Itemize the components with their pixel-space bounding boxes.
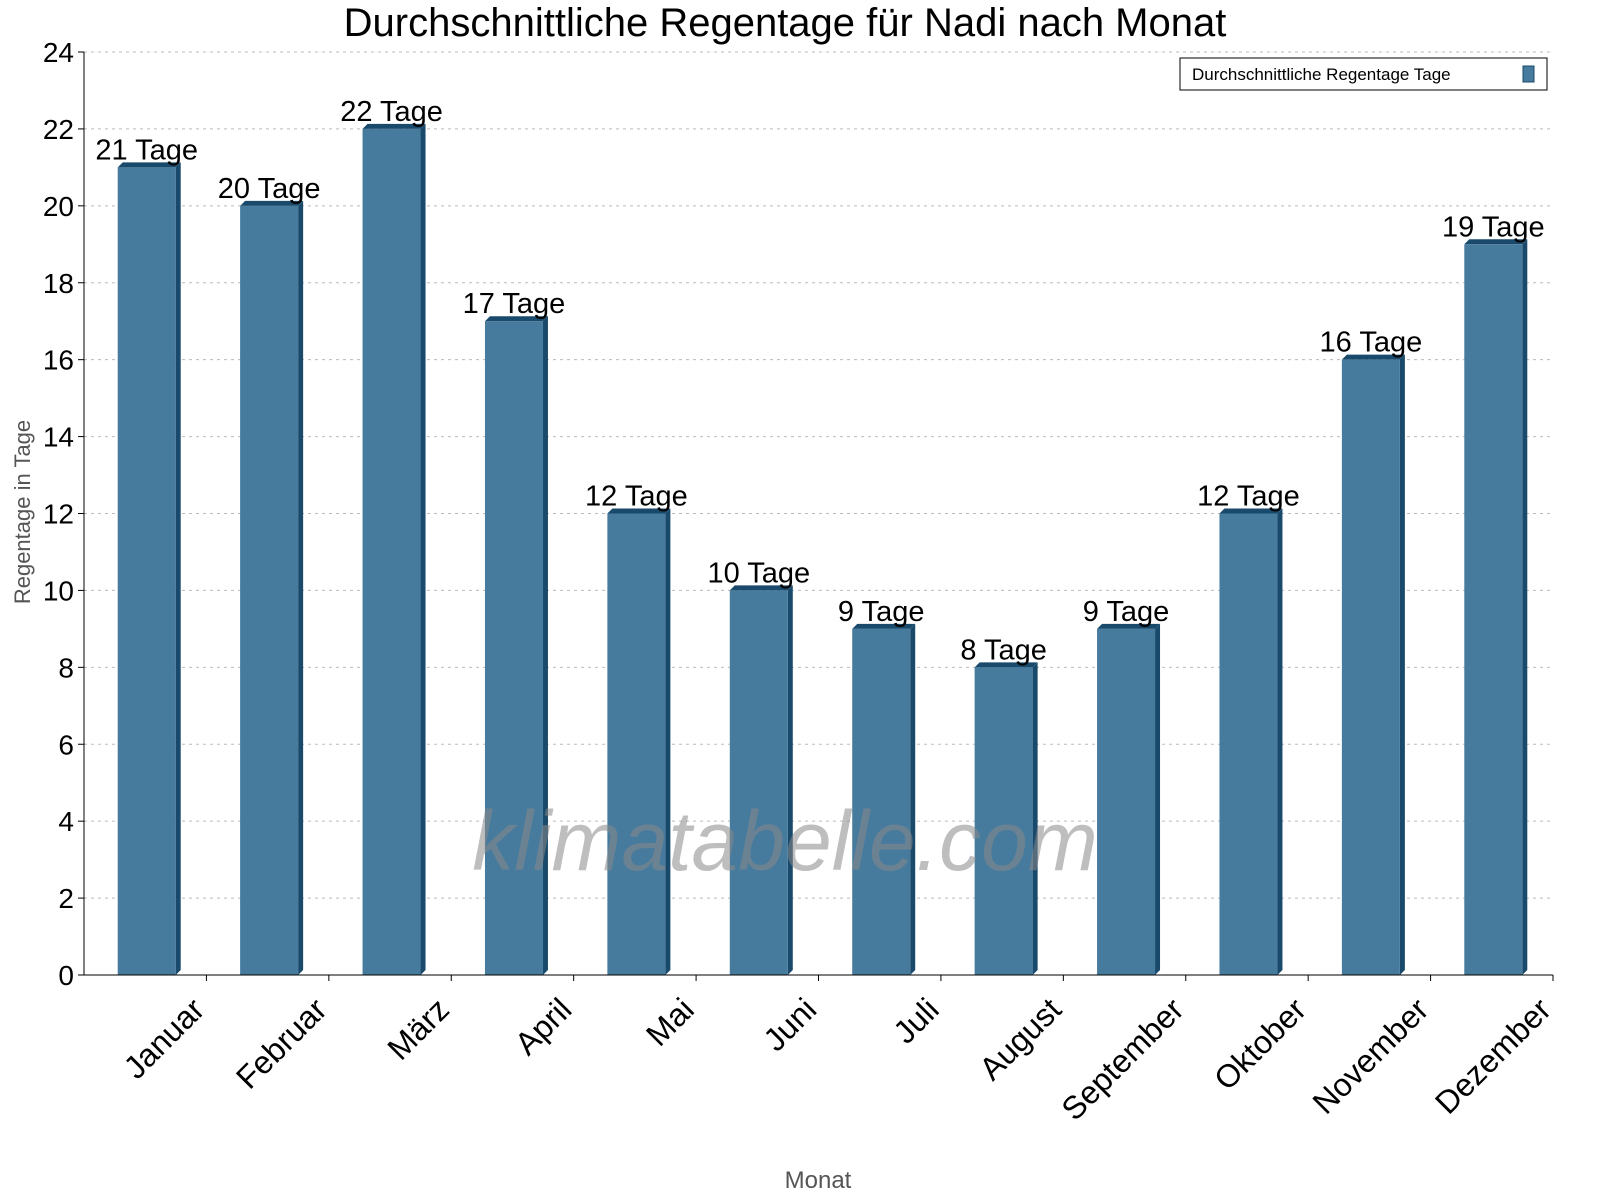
y-tick-label: 22 <box>43 114 74 145</box>
x-tick-label: Dezember <box>1428 991 1558 1121</box>
bar-top <box>240 200 304 206</box>
x-tick-label: November <box>1306 991 1436 1121</box>
bar-side <box>298 200 304 976</box>
bar-top <box>484 316 548 322</box>
bar-side <box>542 316 548 975</box>
bar-side <box>1522 239 1528 975</box>
x-tick-label: Juli <box>886 991 945 1050</box>
bar <box>852 628 911 975</box>
x-tick-label: März <box>380 991 456 1067</box>
bar <box>729 590 788 975</box>
y-tick-label: 20 <box>43 191 74 222</box>
bar-side <box>910 623 916 975</box>
data-label: 17 Tage <box>463 288 566 320</box>
bar-top <box>1341 354 1405 360</box>
bar <box>484 321 543 975</box>
x-tick-label: Juni <box>756 991 823 1058</box>
data-label: 12 Tage <box>1197 481 1300 513</box>
y-tick-label: 24 <box>43 37 74 68</box>
y-tick-label: 2 <box>58 883 74 914</box>
bar-top <box>1097 623 1161 629</box>
bar-top <box>729 585 793 591</box>
bar <box>974 667 1033 975</box>
x-tick-label: Mai <box>639 991 701 1053</box>
bar-side <box>1032 662 1038 975</box>
x-tick-label: April <box>508 991 579 1062</box>
bar <box>1464 244 1523 975</box>
bar-top <box>852 623 916 629</box>
bar-top <box>1219 508 1283 514</box>
legend-swatch <box>1522 65 1535 83</box>
bar-top <box>117 162 181 168</box>
data-label: 8 Tage <box>960 634 1047 666</box>
y-tick-label: 0 <box>58 960 74 991</box>
bar <box>1219 513 1278 975</box>
data-label: 22 Tage <box>340 96 443 128</box>
bar <box>117 167 176 975</box>
data-label: 20 Tage <box>218 173 321 205</box>
x-tick-label: Februar <box>229 991 334 1096</box>
x-tick-label: Oktober <box>1207 991 1313 1097</box>
bar <box>1097 628 1156 975</box>
bar <box>1341 359 1400 976</box>
data-label: 12 Tage <box>585 481 688 513</box>
bar <box>240 205 299 976</box>
y-tick-label: 16 <box>43 345 74 376</box>
bar-top <box>974 662 1038 668</box>
y-tick-label: 12 <box>43 499 74 530</box>
bar-side <box>1277 508 1283 975</box>
y-tick-label: 8 <box>58 652 74 683</box>
bar-side <box>1155 623 1161 975</box>
bar-side <box>787 585 793 975</box>
bar-side <box>665 508 671 975</box>
legend-label: Durchschnittliche Regentage Tage <box>1192 65 1451 84</box>
y-tick-label: 14 <box>43 422 74 453</box>
y-tick-label: 6 <box>58 729 74 760</box>
x-tick-label: Januar <box>117 991 212 1086</box>
bar-top <box>362 123 426 129</box>
data-label: 16 Tage <box>1320 327 1423 359</box>
bar-top <box>1464 239 1528 245</box>
x-axis-label: Monat <box>785 1167 852 1194</box>
data-label: 19 Tage <box>1442 211 1545 243</box>
bar <box>362 128 421 975</box>
y-tick-label: 10 <box>43 575 74 606</box>
y-tick-label: 4 <box>58 806 74 837</box>
y-axis-label: Regentage in Tage <box>10 420 35 604</box>
data-label: 10 Tage <box>707 557 810 589</box>
data-label: 9 Tage <box>1083 596 1170 628</box>
x-tick-label: September <box>1054 991 1190 1127</box>
bar-side <box>1399 354 1405 976</box>
bar-top <box>607 508 671 514</box>
bar-side <box>420 123 426 975</box>
watermark: klimatabelle.com <box>472 794 1098 888</box>
x-tick-label: August <box>972 991 1068 1087</box>
legend: Durchschnittliche Regentage Tage <box>1179 57 1548 91</box>
data-label: 9 Tage <box>838 596 925 628</box>
bar <box>607 513 666 975</box>
chart-title: Durchschnittliche Regentage für Nadi nac… <box>344 1 1227 45</box>
y-tick-label: 18 <box>43 268 74 299</box>
bar-side <box>175 162 181 975</box>
data-label: 21 Tage <box>95 134 198 166</box>
